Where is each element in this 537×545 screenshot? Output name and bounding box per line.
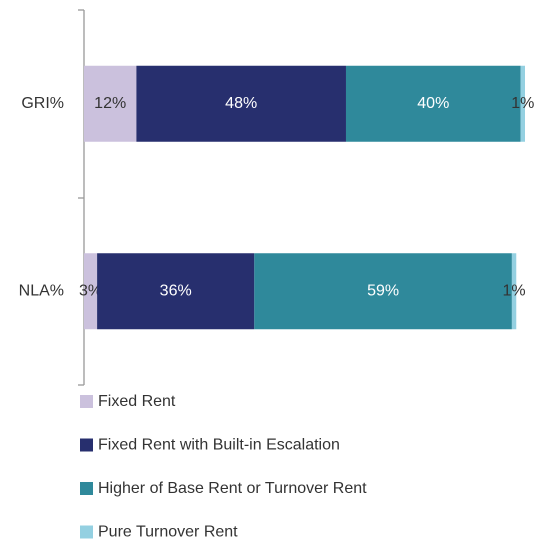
bar-segment — [84, 253, 98, 330]
legend-swatch — [80, 438, 93, 452]
legend-swatch — [80, 395, 93, 408]
legend-label: Pure Turnover Rent — [98, 524, 238, 541]
bar-segment — [97, 253, 255, 330]
bar-segment — [136, 65, 346, 142]
data-label: 1% — [511, 95, 534, 112]
legend-swatch — [80, 482, 93, 495]
data-label: 3% — [79, 282, 102, 299]
legend-label: Fixed Rent with Built-in Escalation — [98, 437, 340, 454]
data-label: 12% — [94, 95, 126, 112]
data-label: 48% — [225, 95, 257, 112]
legend-label: Higher of Base Rent or Turnover Rent — [98, 480, 367, 497]
data-label: 59% — [367, 282, 399, 299]
y-tick-label: GRI% — [21, 95, 64, 112]
bar-segment — [520, 65, 525, 142]
bar-segment — [254, 253, 512, 330]
data-label: 40% — [417, 95, 449, 112]
bar-segment — [345, 65, 521, 142]
legend-label: Fixed Rent — [98, 393, 176, 410]
y-tick-label: NLA% — [19, 282, 64, 299]
legend-swatch — [80, 525, 93, 539]
bar-segment — [84, 65, 137, 142]
bar-segment — [511, 253, 517, 330]
data-label: 36% — [160, 282, 192, 299]
data-label: 1% — [503, 282, 526, 299]
